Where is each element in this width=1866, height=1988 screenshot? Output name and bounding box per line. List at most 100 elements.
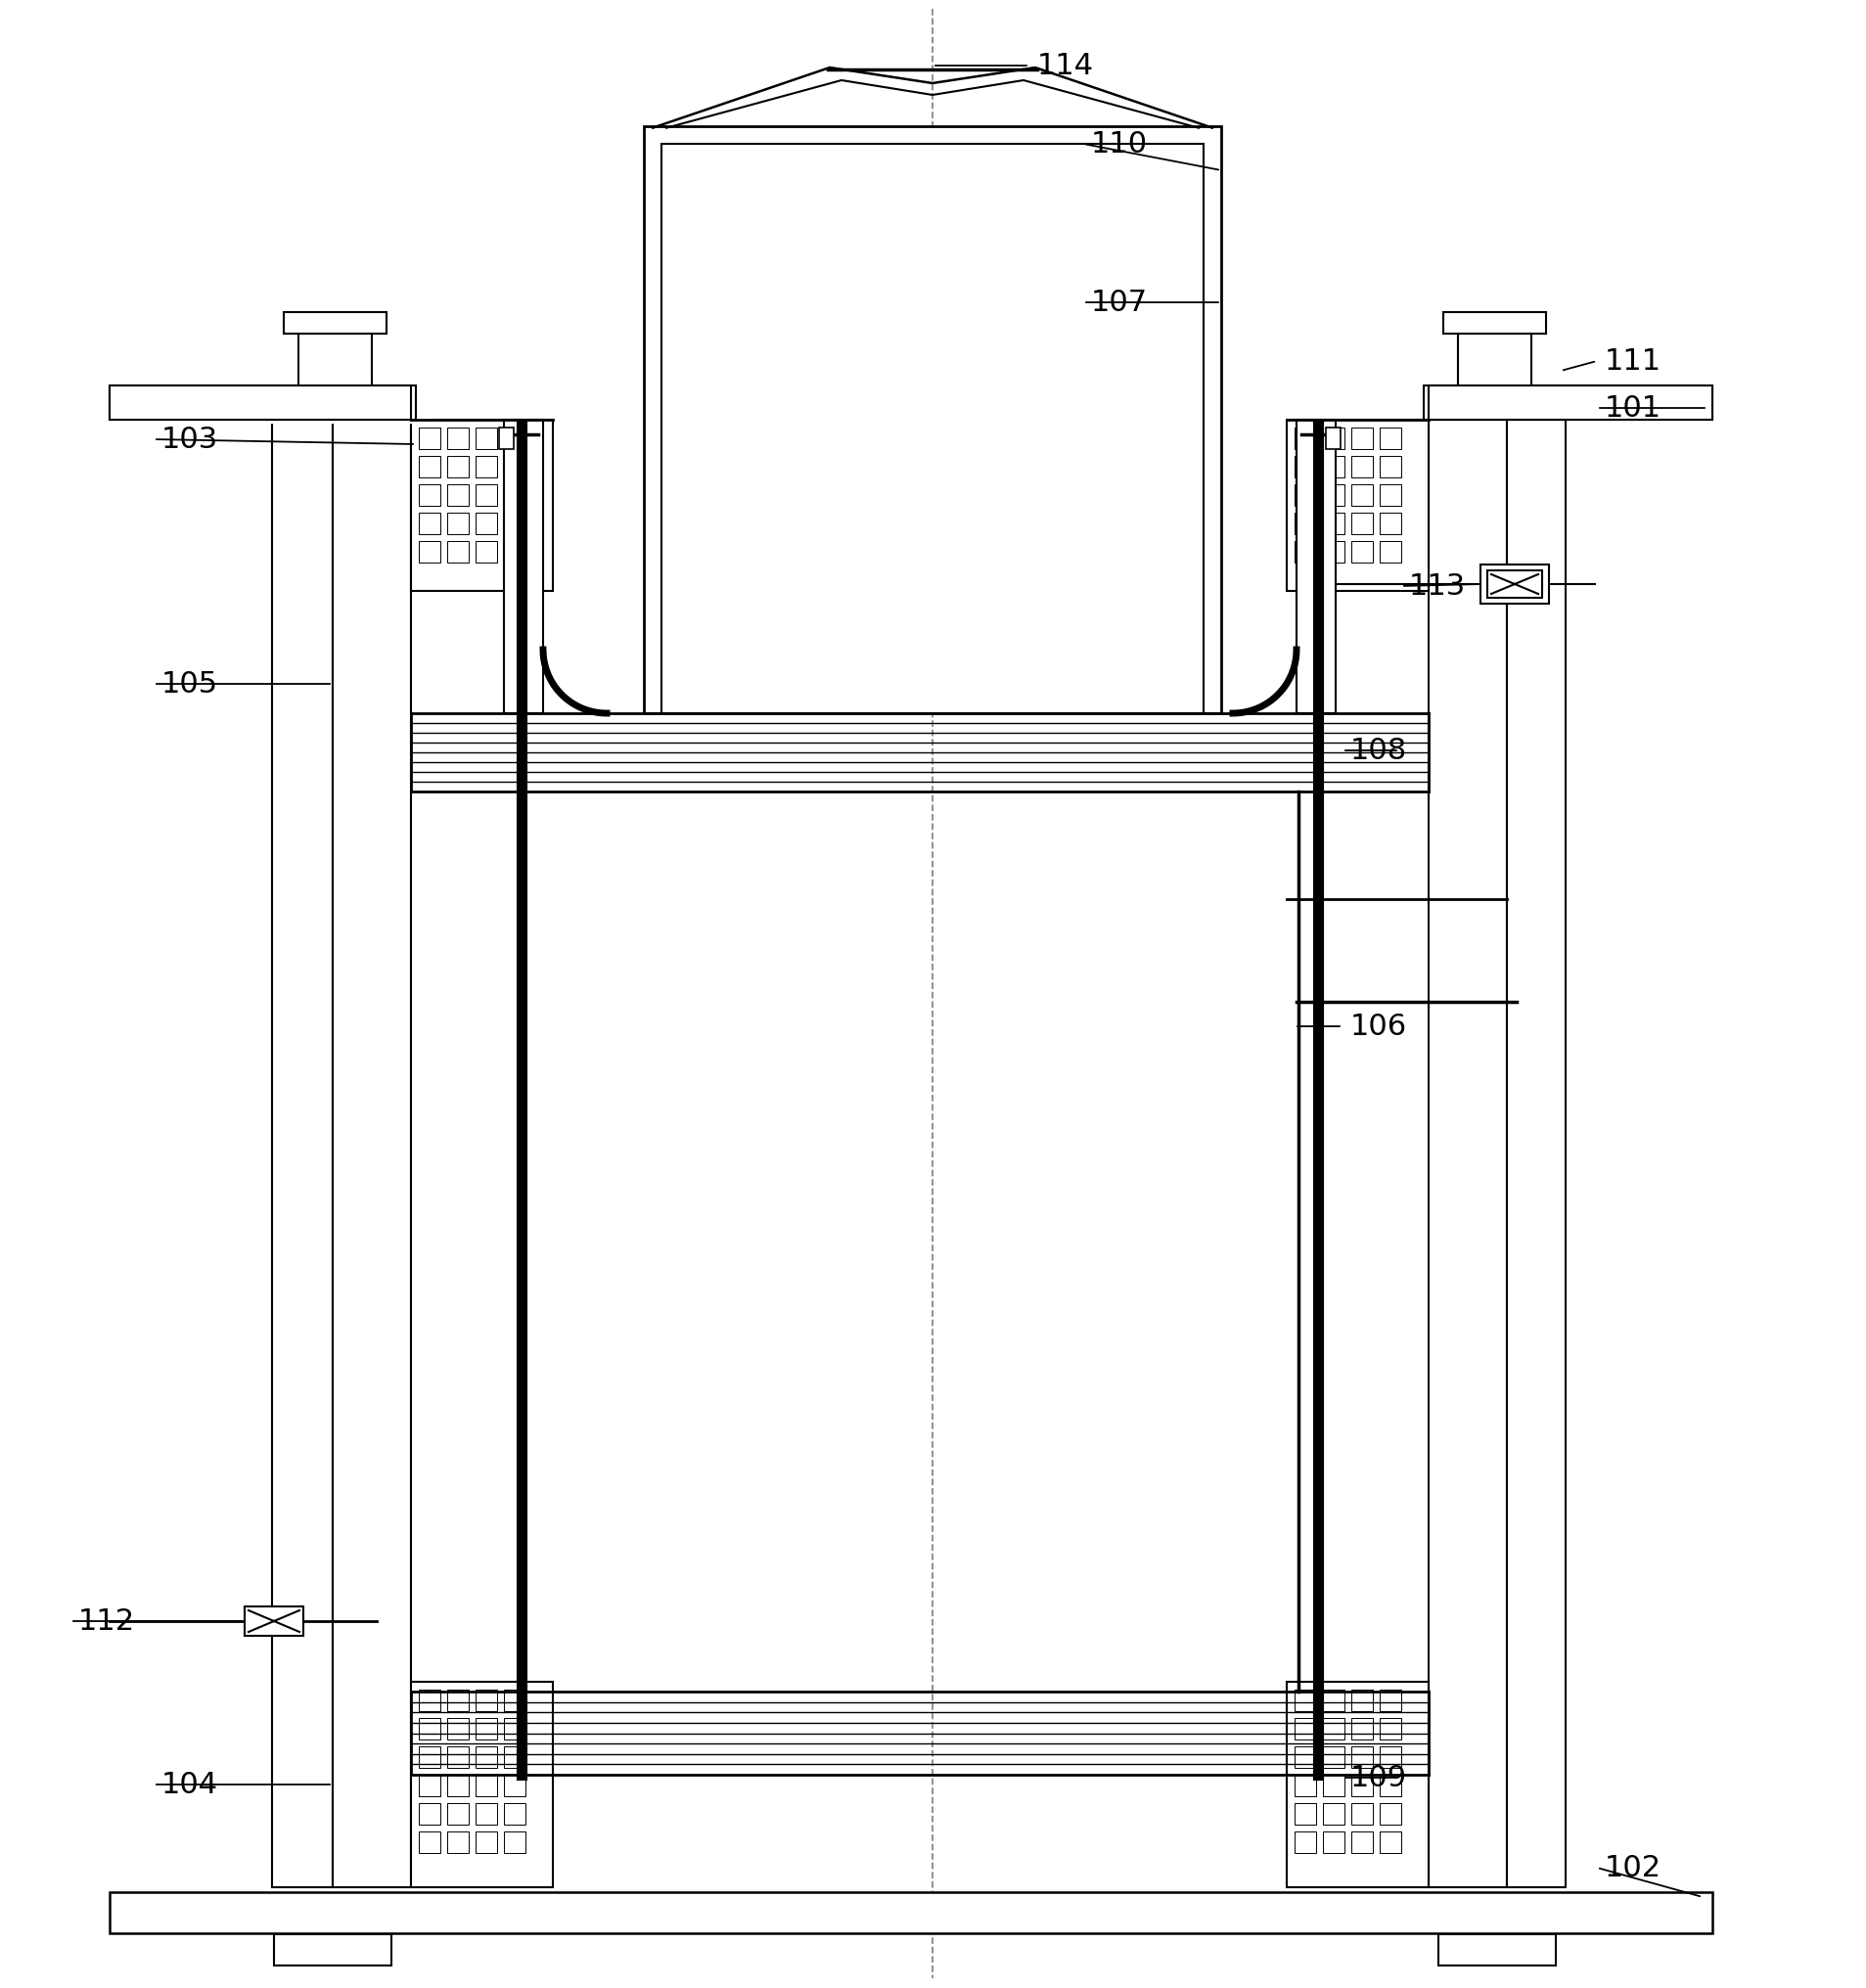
Bar bbox=[1351, 485, 1373, 507]
Bar bbox=[1442, 312, 1547, 334]
Bar bbox=[448, 1775, 468, 1797]
Bar bbox=[504, 1831, 526, 1853]
Bar bbox=[1323, 1775, 1345, 1797]
Bar bbox=[418, 457, 440, 479]
Text: 103: 103 bbox=[162, 425, 218, 453]
Bar bbox=[476, 457, 496, 479]
Bar bbox=[418, 1690, 440, 1712]
Bar bbox=[448, 543, 468, 563]
Text: 102: 102 bbox=[1605, 1853, 1661, 1883]
Bar bbox=[1351, 1831, 1373, 1853]
Text: 114: 114 bbox=[1037, 52, 1093, 82]
Bar bbox=[1480, 565, 1549, 604]
Bar bbox=[1379, 1831, 1401, 1853]
Bar bbox=[476, 543, 496, 563]
Bar bbox=[661, 145, 1204, 714]
Bar bbox=[1295, 1831, 1316, 1853]
Bar bbox=[1351, 427, 1373, 449]
Bar bbox=[448, 457, 468, 479]
Bar bbox=[448, 1747, 468, 1767]
Bar bbox=[1351, 1747, 1373, 1767]
Bar bbox=[1351, 1803, 1373, 1825]
Bar bbox=[1323, 513, 1345, 535]
Bar bbox=[418, 1775, 440, 1797]
Text: 110: 110 bbox=[1092, 131, 1148, 159]
Bar bbox=[448, 1803, 468, 1825]
Bar bbox=[1295, 1718, 1316, 1740]
Bar bbox=[448, 513, 468, 535]
Bar bbox=[1351, 513, 1373, 535]
Bar bbox=[1439, 1934, 1556, 1966]
Bar bbox=[418, 427, 440, 449]
Bar bbox=[1351, 1690, 1373, 1712]
Bar bbox=[1351, 1718, 1373, 1740]
Bar bbox=[1295, 1803, 1316, 1825]
Bar bbox=[110, 386, 416, 421]
Bar bbox=[1379, 427, 1401, 449]
Bar bbox=[476, 485, 496, 507]
Bar bbox=[284, 312, 386, 334]
Text: 106: 106 bbox=[1351, 1012, 1407, 1042]
Bar bbox=[448, 427, 468, 449]
Bar bbox=[448, 1690, 468, 1712]
Bar bbox=[476, 513, 496, 535]
Bar bbox=[504, 427, 526, 449]
Text: 108: 108 bbox=[1351, 738, 1407, 765]
Bar bbox=[476, 1690, 496, 1712]
Text: 109: 109 bbox=[1351, 1763, 1407, 1791]
Text: 101: 101 bbox=[1605, 394, 1661, 423]
Bar bbox=[1379, 1803, 1401, 1825]
Bar bbox=[1508, 421, 1566, 1887]
Bar bbox=[1295, 1747, 1316, 1767]
Bar bbox=[418, 513, 440, 535]
Bar bbox=[1457, 332, 1532, 388]
Bar bbox=[1327, 427, 1340, 449]
Bar bbox=[504, 1803, 526, 1825]
Bar bbox=[1295, 1775, 1316, 1797]
Bar bbox=[1323, 1831, 1345, 1853]
Bar bbox=[1351, 1775, 1373, 1797]
Bar bbox=[1295, 513, 1316, 535]
Bar bbox=[110, 1893, 1713, 1932]
Bar bbox=[418, 1831, 440, 1853]
Bar bbox=[1424, 386, 1713, 421]
Bar bbox=[1288, 421, 1429, 592]
Bar bbox=[1295, 457, 1316, 479]
Bar bbox=[1323, 543, 1345, 563]
Bar bbox=[1323, 1803, 1345, 1825]
Bar bbox=[448, 485, 468, 507]
Bar bbox=[476, 1718, 496, 1740]
Bar bbox=[1429, 421, 1508, 1887]
Bar bbox=[1379, 1690, 1401, 1712]
Bar bbox=[1323, 427, 1345, 449]
Bar bbox=[476, 1775, 496, 1797]
Bar bbox=[476, 427, 496, 449]
Bar bbox=[1379, 513, 1401, 535]
Bar bbox=[448, 1718, 468, 1740]
Bar bbox=[1351, 543, 1373, 563]
Text: 104: 104 bbox=[162, 1771, 218, 1799]
Bar bbox=[644, 127, 1220, 714]
Bar bbox=[1379, 543, 1401, 563]
Bar bbox=[244, 1606, 304, 1636]
Bar bbox=[1379, 1747, 1401, 1767]
Bar bbox=[418, 485, 440, 507]
Bar bbox=[1379, 1775, 1401, 1797]
Bar bbox=[418, 1718, 440, 1740]
Bar bbox=[1295, 1690, 1316, 1712]
Bar bbox=[1351, 457, 1373, 479]
Bar bbox=[504, 1775, 526, 1797]
Bar bbox=[504, 1718, 526, 1740]
Text: 107: 107 bbox=[1092, 288, 1148, 318]
Bar bbox=[1323, 457, 1345, 479]
Bar bbox=[1379, 485, 1401, 507]
Bar bbox=[498, 427, 513, 449]
Bar bbox=[418, 1803, 440, 1825]
Bar bbox=[1379, 457, 1401, 479]
Bar bbox=[332, 421, 411, 1887]
Text: 105: 105 bbox=[162, 670, 218, 698]
Bar bbox=[1297, 421, 1336, 714]
Bar bbox=[411, 421, 552, 592]
Bar bbox=[1295, 485, 1316, 507]
Bar bbox=[476, 1831, 496, 1853]
